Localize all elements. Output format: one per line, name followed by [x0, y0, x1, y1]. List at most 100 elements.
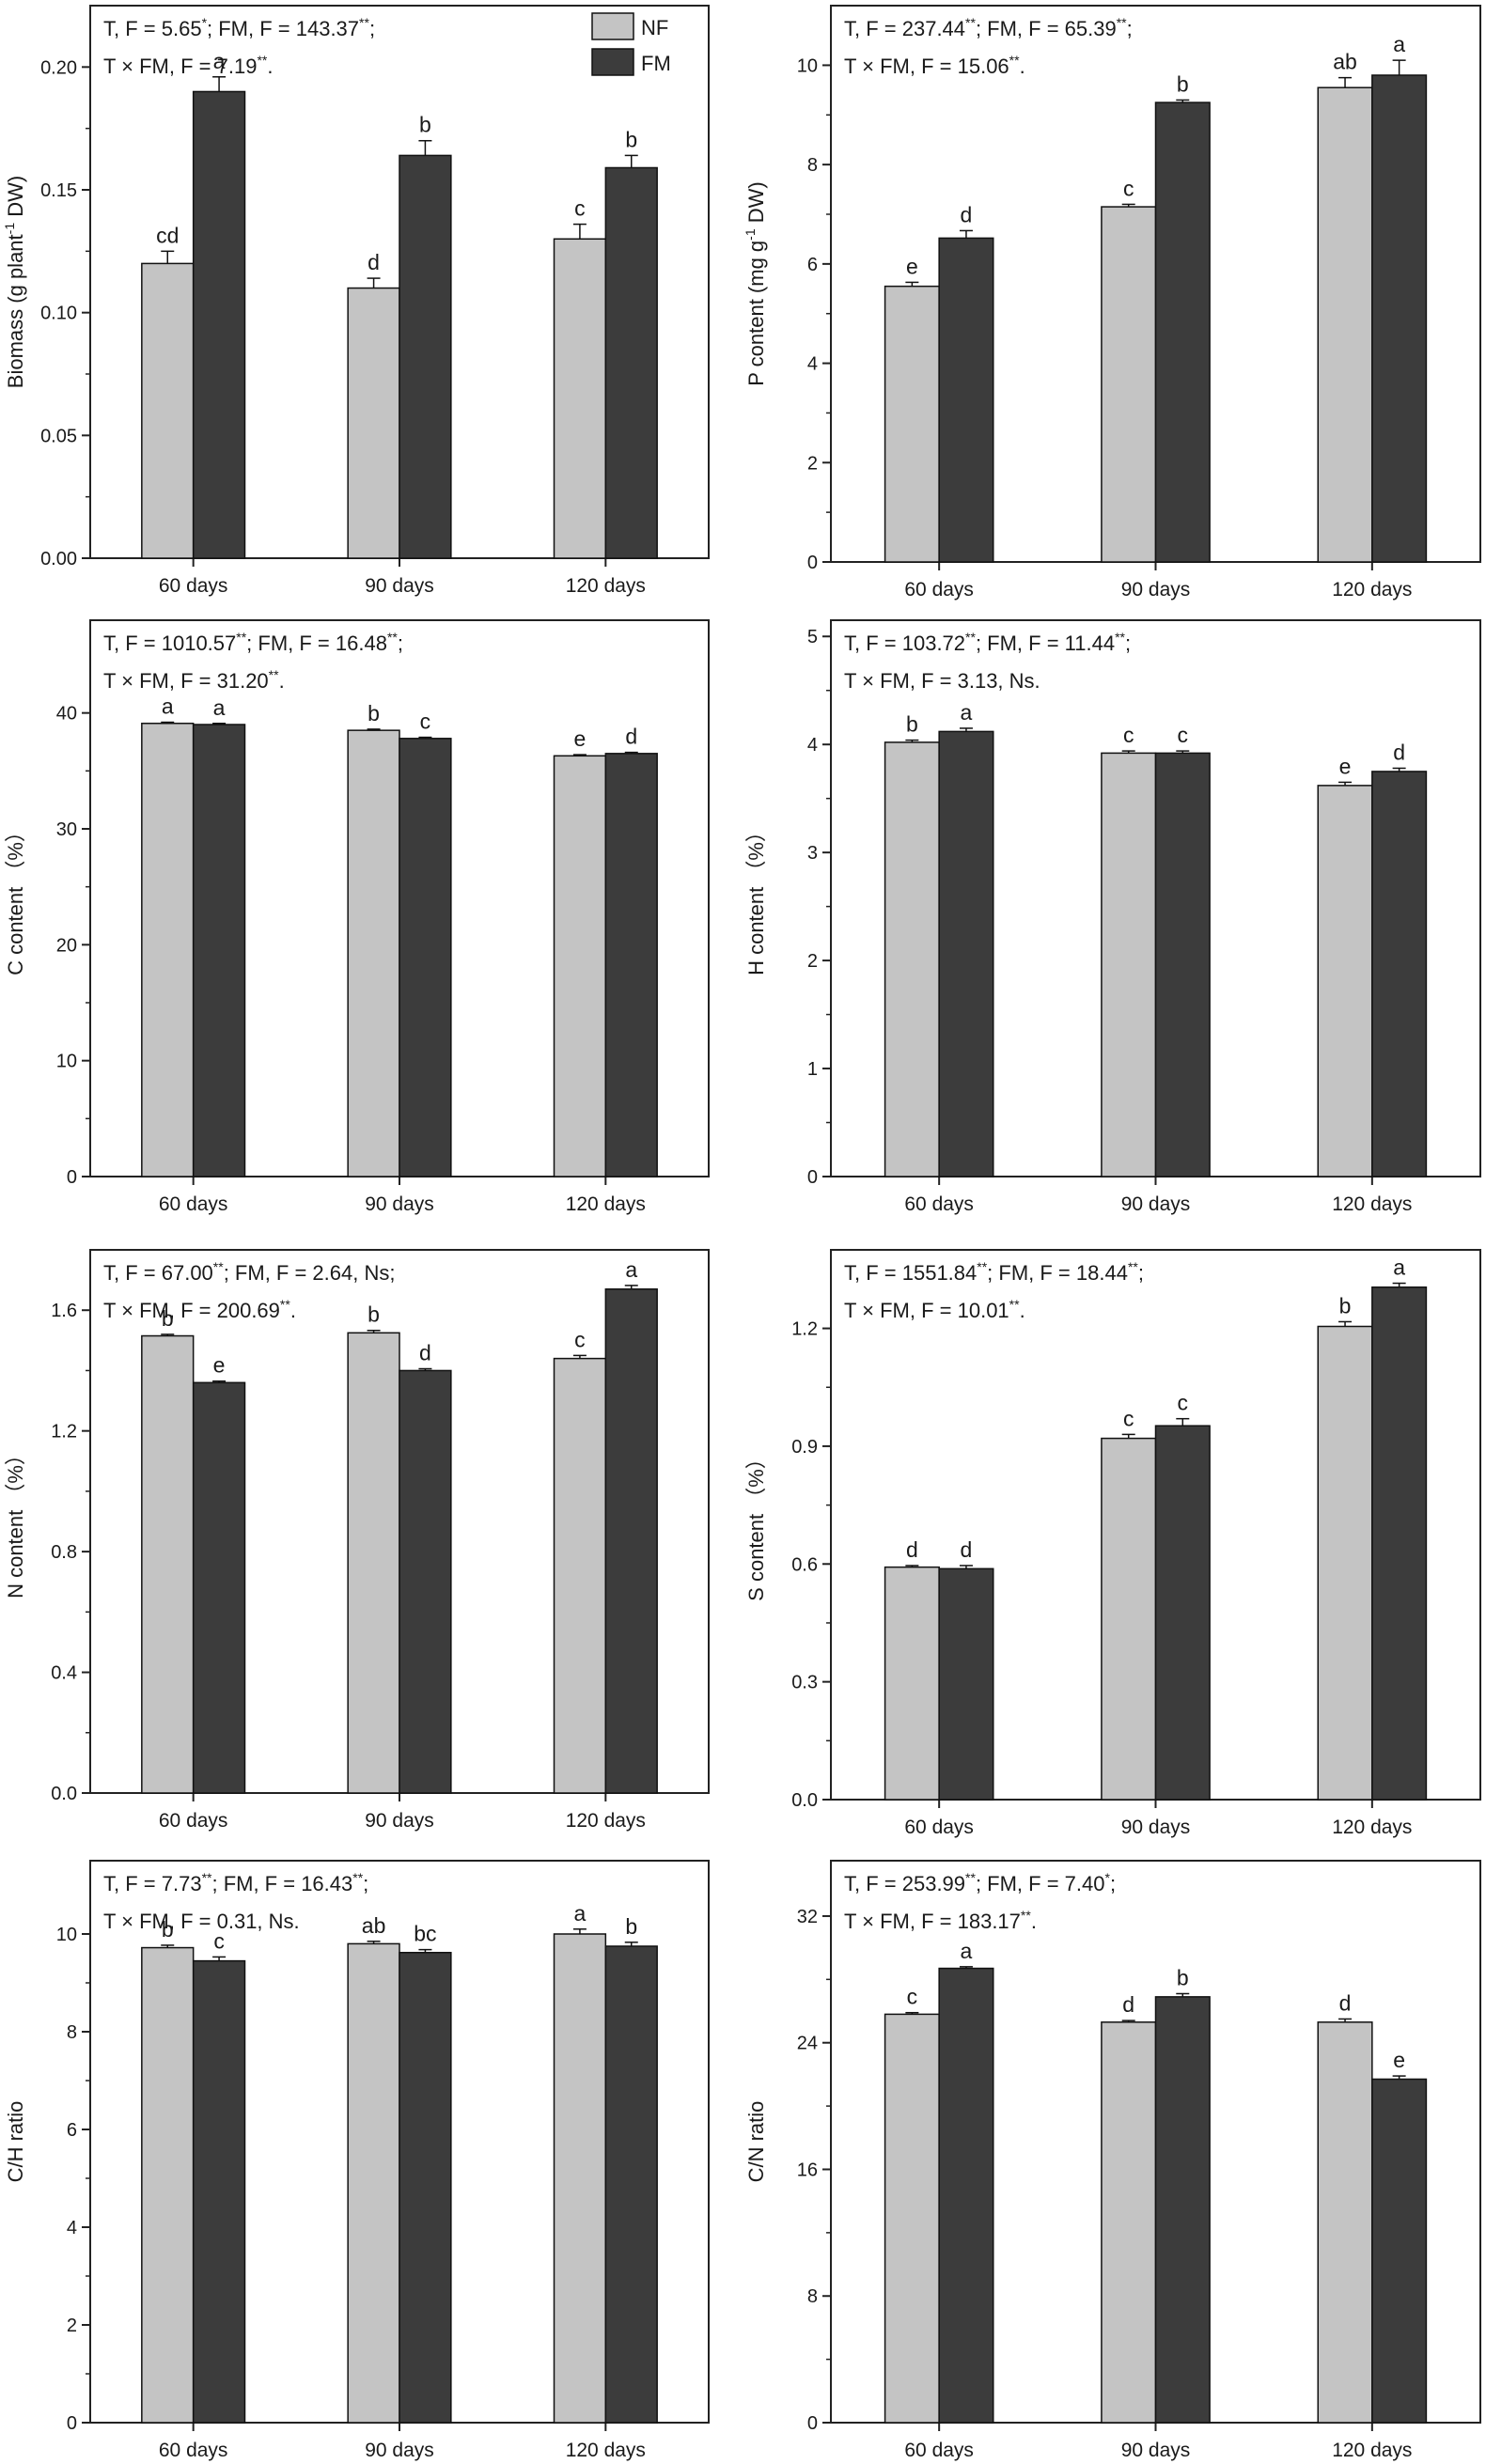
y-tick-label: 4: [807, 354, 818, 375]
significance-letter: d: [1122, 1992, 1134, 2017]
bar-fm: [1371, 2078, 1428, 2424]
bar-nf: [347, 1942, 400, 2424]
y-tick-label: 2: [67, 2316, 77, 2336]
y-axis-label: H content （%）: [744, 821, 768, 975]
y-axis-label: S content （%）: [744, 1448, 768, 1601]
significance-letter: e: [906, 254, 918, 278]
significance-letter: c: [420, 710, 431, 734]
x-tick-label: 60 days: [904, 1817, 974, 1838]
x-tick-label: 120 days: [1332, 1817, 1412, 1838]
significance-letter: c: [1178, 723, 1189, 747]
y-tick-label: 1.2: [51, 1422, 77, 1443]
y-tick-label: 10: [56, 1925, 77, 1945]
chart-panel-top-left: 0.00 0.05 0.10 0.15 0.20 Biomass (g plant-1 D…: [2, 5, 710, 597]
significance-letter: e: [213, 1353, 226, 1378]
x-tick-label: 120 days: [1332, 1193, 1412, 1215]
y-tick-label: 10: [56, 1052, 77, 1072]
bar-fm: [1154, 101, 1211, 563]
x-tick-label: 60 days: [159, 2440, 228, 2461]
bar-fm: [1371, 771, 1428, 1177]
y-axis-label: C content （%）: [4, 821, 27, 975]
significance-letter: b: [906, 712, 918, 737]
significance-letter: cd: [156, 223, 179, 247]
x-tick-label: 90 days: [1121, 1193, 1191, 1215]
significance-letter: d: [419, 1341, 431, 1365]
significance-letter: d: [1339, 1990, 1352, 2015]
legend-swatch-fm: [591, 48, 634, 76]
significance-letter: e: [1339, 754, 1352, 778]
y-tick-label: 0.00: [40, 549, 77, 569]
bar-nf: [553, 755, 607, 1177]
stats-annotation: T, F = 67.00**; FM, F = 2.64, Ns;: [103, 1259, 395, 1285]
chart-panel-row3-right: 0.0 0.3 0.6 0.9 1.2 S content （%） 60 days d d 90 …: [744, 1249, 1481, 1838]
y-tick-label: 0.05: [40, 426, 77, 446]
y-tick-label: 4: [807, 735, 818, 756]
y-tick-label: 10: [797, 55, 818, 76]
significance-letter: c: [907, 1985, 918, 2009]
significance-letter: a: [1393, 32, 1405, 56]
significance-letter: d: [961, 1537, 973, 1562]
significance-letter: bc: [414, 1922, 436, 1946]
stats-annotation: T × FM, F = 3.13, Ns.: [844, 669, 1040, 693]
y-tick-label: 0.9: [791, 1437, 818, 1458]
bar-nf: [884, 285, 940, 563]
bar-nf: [1317, 2021, 1373, 2424]
bar-nf: [141, 723, 195, 1177]
x-tick-label: 60 days: [159, 1193, 228, 1215]
bar-fm: [1371, 74, 1428, 563]
x-tick-label: 120 days: [566, 1193, 646, 1215]
significance-letter: a: [1393, 1255, 1405, 1280]
chart-panel-row3-left: 0.0 0.4 0.8 1.2 1.6 N content （%） 60 days b e 90 …: [4, 1249, 710, 1832]
stats-annotation: T, F = 1551.84**; FM, F = 18.44**;: [844, 1259, 1144, 1285]
y-tick-label: 32: [797, 1907, 818, 1927]
stats-annotation: T × FM, F = 15.06**.: [844, 53, 1025, 78]
bar-nf: [884, 741, 940, 1177]
significance-letter: ab: [362, 1913, 386, 1938]
significance-letter: b: [625, 127, 637, 151]
stats-annotation: T, F = 5.65*; FM, F = 143.37**;: [103, 15, 375, 40]
y-tick-label: 1.6: [51, 1301, 77, 1321]
bar-fm: [604, 166, 658, 559]
significance-letter: b: [368, 1302, 380, 1327]
x-tick-label: 60 days: [904, 1193, 974, 1215]
stats-annotation: T, F = 7.73**; FM, F = 16.43**;: [103, 1870, 368, 1895]
stats-annotation: T × FM, F = 10.01**.: [844, 1297, 1025, 1322]
y-tick-label: 1: [807, 1059, 818, 1080]
significance-letter: b: [162, 1917, 174, 1942]
bar-nf: [347, 1332, 400, 1794]
bar-fm: [938, 730, 994, 1177]
y-tick-label: 6: [807, 255, 818, 275]
significance-letter: b: [1177, 71, 1189, 96]
significance-letter: b: [162, 1306, 174, 1331]
bar-fm: [1154, 1996, 1211, 2424]
x-tick-label: 120 days: [1332, 2440, 1412, 2461]
significance-letter: c: [1123, 1406, 1134, 1430]
y-tick-label: 0.8: [51, 1542, 77, 1563]
significance-letter: ab: [1333, 50, 1357, 74]
significance-letter: c: [574, 1327, 586, 1351]
y-tick-label: 0.15: [40, 180, 77, 201]
y-axis-label: N content （%）: [4, 1444, 27, 1598]
y-tick-label: 6: [67, 2120, 77, 2141]
significance-letter: c: [213, 1928, 225, 1953]
bar-fm: [604, 753, 658, 1177]
bar-nf: [1317, 1325, 1373, 1801]
significance-letter: a: [961, 700, 973, 725]
significance-letter: d: [625, 725, 637, 749]
bar-fm: [1154, 752, 1211, 1177]
bar-nf: [347, 287, 400, 559]
x-tick-label: 90 days: [365, 1193, 434, 1215]
bar-fm: [604, 1287, 658, 1794]
significance-letter: a: [162, 694, 174, 719]
significance-letter: d: [368, 250, 380, 274]
legend-label: FM: [641, 52, 671, 75]
significance-letter: b: [419, 113, 431, 137]
y-tick-label: 0.10: [40, 304, 77, 324]
significance-letter: c: [1123, 723, 1134, 747]
y-tick-label: 0: [807, 1167, 818, 1188]
y-axis-label: Biomass (g plant-1 DW): [2, 176, 27, 388]
stats-annotation: T × FM, F = 7.19**.: [103, 53, 273, 78]
y-tick-label: 3: [807, 843, 818, 864]
bar-nf: [1101, 2021, 1157, 2424]
